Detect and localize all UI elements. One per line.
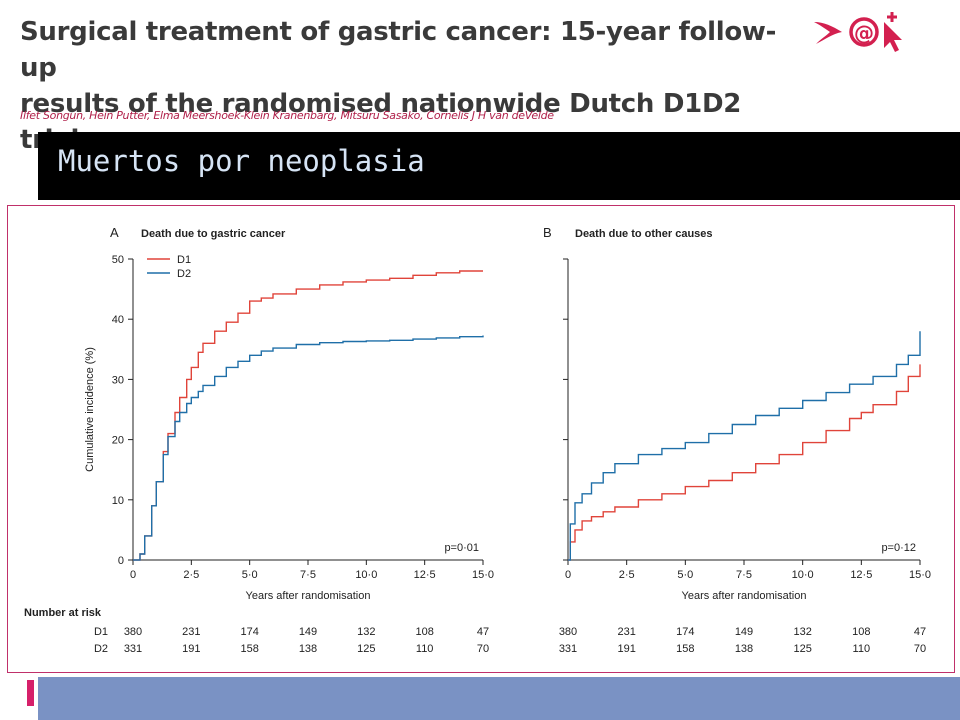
number-at-risk-row-label-d2: D2: [94, 643, 108, 655]
panel-a-number-at-risk-d2-value: 70: [477, 643, 489, 655]
panel-a-number-at-risk-d2-value: 191: [182, 643, 200, 655]
panel-b-number-at-risk-d2-value: 125: [793, 643, 811, 655]
panel-a-x-tick-label: 7·5: [300, 569, 316, 581]
panel-a-number-at-risk-d2-value: 158: [240, 643, 258, 655]
paper-title: Surgical treatment of gastric cancer: 15…: [20, 14, 780, 158]
panel-a-number-at-risk-d2-value: 331: [124, 643, 142, 655]
panel-a-series-d1-line: [133, 270, 483, 561]
panel-a-number-at-risk-d2-value: 110: [416, 643, 434, 655]
bird-logo-icon: [814, 22, 842, 44]
panel-b-number-at-risk-d1-value: 149: [735, 626, 753, 638]
paper-authors: Ilfet Songun, Hein Putter, Elma Meershoe…: [20, 109, 554, 122]
panel-a-number-at-risk-d2-value: 138: [299, 643, 317, 655]
panel-a-number-at-risk-d1-value: 174: [240, 626, 258, 638]
number-at-risk-header: Number at risk: [24, 607, 102, 619]
panel-b-p-value: p=0·12: [881, 542, 916, 554]
figure-frame: [7, 205, 955, 673]
panel-a-y-axis-label: Cumulative incidence (%): [84, 347, 96, 472]
panel-b-series-d1-line: [568, 364, 921, 561]
panel-a-y-tick-label: 20: [112, 435, 124, 447]
panel-a-y-tick-label: 0: [118, 555, 124, 567]
bird-and-@-cursor-logo-icon: @: [814, 12, 902, 52]
panel-b-x-tick-label: 5·0: [677, 569, 693, 581]
panel-a-x-tick-label: 10·0: [355, 569, 377, 581]
panel-b-number-at-risk-d2-value: 110: [853, 643, 871, 655]
panel-b-x-tick-label: 0: [565, 569, 571, 581]
panel-a-series-d2-line: [133, 335, 484, 561]
panel-b-x-tick-label: 10·0: [792, 569, 814, 581]
panel-b-title: Death due to other causes: [575, 228, 713, 240]
panel-a-legend-label-d2: D2: [177, 268, 191, 280]
panel-a-x-axis-label: Years after randomisation: [246, 590, 371, 602]
panel-b-number-at-risk-d2-value: 191: [617, 643, 635, 655]
panel-a-y-tick-label: 40: [112, 314, 124, 326]
panel-b-number-at-risk-d2-value: 138: [735, 643, 753, 655]
panel-b-number-at-risk-d1-value: 47: [914, 626, 926, 638]
panel-b-number-at-risk-d1-value: 380: [559, 626, 577, 638]
panel-b-series-d2-line: [568, 331, 921, 561]
panel-a-x-tick-label: 2·5: [183, 569, 199, 581]
at-sign-circle-icon: [849, 17, 879, 47]
panel-a-number-at-risk-d1-value: 47: [477, 626, 489, 638]
panel-a-letter: A: [110, 225, 119, 240]
panel-a-y-tick-label: 50: [112, 254, 124, 266]
panel-a-x-tick-label: 15·0: [472, 569, 494, 581]
panel-b-x-tick-label: 2·5: [619, 569, 635, 581]
panel-b-number-at-risk-d1-value: 108: [852, 626, 870, 638]
panel-b-x-tick-label: 15·0: [909, 569, 931, 581]
slide-title-banner: Muertos por neoplasia: [38, 132, 960, 200]
panel-a-number-at-risk-d1-value: 149: [299, 626, 317, 638]
panel-b-number-at-risk-d1-value: 132: [793, 626, 811, 638]
panel-a-number-at-risk-d2-value: 125: [357, 643, 375, 655]
paper-title-line-1: Surgical treatment of gastric cancer: 15…: [20, 17, 777, 83]
panel-a-x-tick-label: 0: [130, 569, 136, 581]
panel-a-y-tick-label: 10: [112, 495, 124, 507]
panel-a-title: Death due to gastric cancer: [141, 228, 286, 240]
cursor-arrow-icon: [884, 22, 902, 52]
at-sign-text: @: [854, 21, 874, 45]
panel-b-x-axis-label: Years after randomisation: [682, 590, 807, 602]
footer-accent-bar: [27, 680, 34, 706]
panel-a-number-at-risk-d1-value: 231: [182, 626, 200, 638]
panel-a-number-at-risk-d1-value: 132: [357, 626, 375, 638]
panel-b-x-tick-label: 7·5: [736, 569, 752, 581]
panel-b-letter: B: [543, 225, 552, 240]
panel-a-number-at-risk-d1-value: 380: [124, 626, 142, 638]
panel-b-number-at-risk-d2-value: 331: [559, 643, 577, 655]
panel-a-legend-label-d1: D1: [177, 254, 191, 266]
panel-b-number-at-risk-d1-value: 231: [617, 626, 635, 638]
plus-sign-icon: [887, 12, 897, 22]
number-at-risk-row-label-d1: D1: [94, 626, 108, 638]
panel-b-x-tick-label: 12·5: [850, 569, 872, 581]
slide-title: Muertos por neoplasia: [58, 144, 425, 178]
panel-b-number-at-risk-d1-value: 174: [676, 626, 694, 638]
panel-b-number-at-risk-d2-value: 70: [914, 643, 926, 655]
footer-bar: [38, 677, 960, 720]
panel-a-y-tick-label: 30: [112, 374, 124, 386]
paper-title-line-2: results of the randomised nationwide Dut…: [20, 89, 742, 155]
panel-a-x-tick-label: 12·5: [414, 569, 436, 581]
panel-b-number-at-risk-d2-value: 158: [676, 643, 694, 655]
panel-a-number-at-risk-d1-value: 108: [415, 626, 433, 638]
panel-a-x-tick-label: 5·0: [242, 569, 258, 581]
panel-a-p-value: p=0·01: [444, 542, 479, 554]
